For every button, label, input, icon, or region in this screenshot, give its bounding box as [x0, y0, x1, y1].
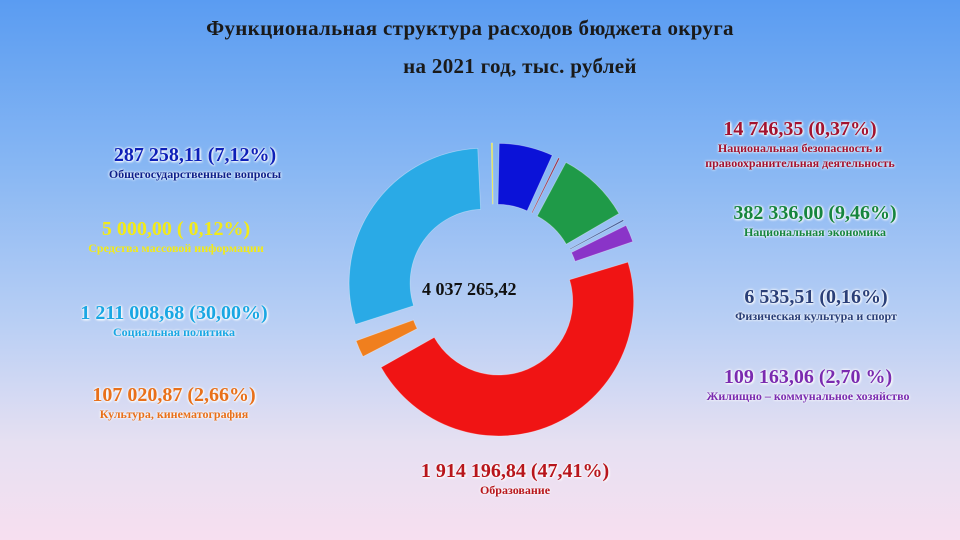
label-general-questions-value: 287 258,11 (7,12%) [113, 144, 277, 166]
donut-slice-8 [490, 142, 494, 205]
total-value: 4 037 265,42 [422, 279, 517, 299]
donut-slice-1 [531, 157, 561, 214]
label-housing-value: 109 163,06 (2,70 %) [723, 366, 893, 388]
label-housing: 109 163,06 (2,70 %) Жилищно – коммунальн… [670, 366, 946, 404]
label-national-security-value: 14 746,35 (0,37%) [723, 118, 877, 140]
donut-slice-0 [497, 142, 553, 212]
label-culture: 107 020,87 (2,66%) Культура, кинематогра… [44, 384, 304, 422]
donut-slice-2 [536, 161, 620, 245]
label-national-security-name-line2: правоохранительная деятельность [705, 156, 895, 170]
label-sport-value: 6 535,51 (0,16%) [744, 286, 888, 308]
label-national-economy-value: 382 336,00 (9,46%) [733, 202, 897, 224]
label-national-economy: 382 336,00 (9,46%) Национальная экономик… [690, 202, 940, 240]
label-national-security: 14 746,35 (0,37%) Национальная безопасно… [660, 118, 940, 171]
label-social-policy: 1 211 008,68 (30,00%) Социальная политик… [34, 302, 314, 340]
label-mass-media-value: 5 000,00 ( 0,12%) [101, 218, 251, 240]
label-social-policy-name: Социальная политика [112, 325, 236, 339]
label-national-security-name-line1: Национальная безопасность и [717, 141, 883, 155]
donut-slice-7 [348, 147, 482, 325]
donut-slice-6 [355, 319, 418, 358]
donut-slice-3 [569, 219, 625, 251]
label-general-questions-name: Общегосударственные вопросы [108, 167, 282, 181]
label-education-name: Образование [479, 483, 551, 497]
label-mass-media-name: Средства массовой информации [88, 241, 264, 255]
chart-title-line1: Функциональная структура расходов бюджет… [206, 16, 734, 40]
donut-slice-4 [570, 224, 634, 262]
label-education-value: 1 914 196,84 (47,41%) [420, 460, 610, 482]
label-culture-name: Культура, кинематография [99, 407, 249, 421]
label-culture-value: 107 020,87 (2,66%) [92, 384, 256, 406]
label-housing-name: Жилищно – коммунальное хозяйство [706, 389, 910, 403]
chart-title-line2: на 2021 год, тыс. рублей [403, 54, 637, 78]
label-sport: 6 535,51 (0,16%) Физическая культура и с… [692, 286, 940, 324]
label-mass-media: 5 000,00 ( 0,12%) Средства массовой инфо… [36, 218, 316, 256]
label-national-economy-name: Национальная экономика [743, 225, 887, 239]
donut-slice-5 [380, 261, 635, 437]
label-sport-name: Физическая культура и спорт [735, 309, 897, 323]
label-general-questions: 287 258,11 (7,12%) Общегосударственные в… [64, 144, 326, 182]
label-education: 1 914 196,84 (47,41%) Образование [380, 460, 650, 498]
label-social-policy-value: 1 211 008,68 (30,00%) [80, 302, 268, 324]
